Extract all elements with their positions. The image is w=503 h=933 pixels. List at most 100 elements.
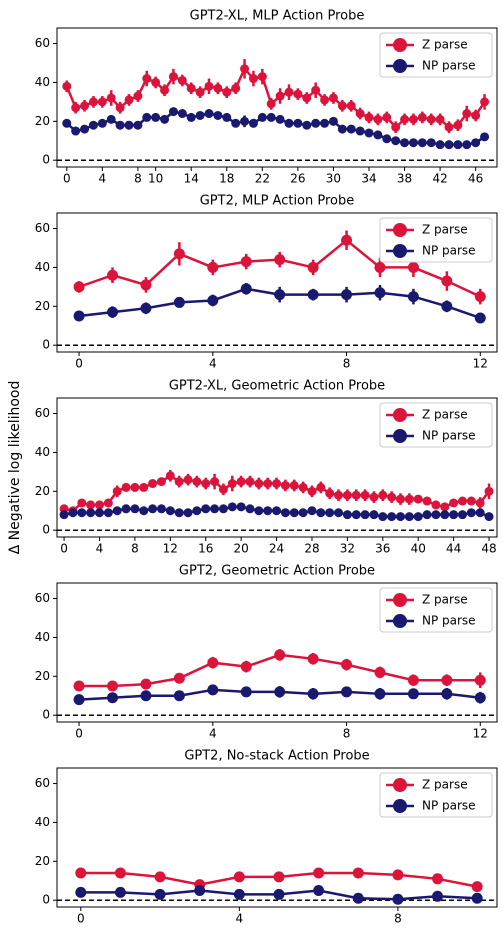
point [360,490,370,500]
point [284,87,294,97]
x-tick-label: 48 [481,542,496,556]
plot-frame [56,212,498,353]
legend-label: NP parse [422,799,476,813]
x-tick-label: 12 [163,542,178,556]
point [160,85,170,95]
point [475,498,485,508]
point [210,477,220,487]
point [263,479,273,489]
point [75,886,87,898]
point [121,482,131,492]
x-tick-label: 4 [209,727,217,741]
point [248,118,258,128]
point [183,475,193,485]
point [440,510,450,520]
point [245,504,255,514]
point [140,678,152,690]
point [432,873,444,885]
y-tick-label: 0 [42,153,50,167]
x-tick-label: 40 [411,542,426,556]
point [62,81,72,91]
point [307,653,319,665]
point [440,502,450,512]
point [231,83,241,93]
point [289,508,299,518]
legend-label: NP parse [422,59,476,73]
point [275,114,285,124]
point [474,291,486,303]
point [195,87,205,97]
point [139,482,149,492]
y-tick-label: 60 [35,591,50,605]
legend-marker [393,614,407,628]
point [73,310,85,322]
point [257,112,267,122]
point [107,269,119,281]
point [204,109,214,119]
point [114,867,126,879]
point [274,289,286,301]
point [173,672,185,684]
point [474,312,486,324]
point [400,138,410,148]
x-tick-label: 34 [361,172,376,186]
point [302,93,312,103]
point [236,477,246,487]
x-tick-label: 32 [340,542,355,556]
y-axis-label: Δ Negative log likelihood [7,381,23,555]
chart-title: GPT2, No-stack Action Probe [184,749,369,764]
point [320,95,330,105]
x-tick-label: 18 [219,172,234,186]
point [417,138,427,148]
point [404,512,414,522]
plot-frame [56,27,498,168]
point [471,892,483,904]
point [431,500,441,510]
point [441,688,453,700]
point [426,138,436,148]
point [218,484,228,494]
x-tick-label: 0 [77,912,85,926]
point [435,114,445,124]
point [201,479,211,489]
point [156,504,166,514]
chart-title: GPT2-XL, Geometric Action Probe [169,379,385,394]
point [240,256,252,268]
point [441,300,453,312]
point [112,506,122,516]
y-tick-label: 0 [42,523,50,537]
point [201,504,211,514]
point [73,680,85,692]
point [263,506,273,516]
point [254,479,264,489]
point [73,694,85,706]
x-tick-label: 38 [397,172,412,186]
point [449,498,459,508]
x-tick-label: 4 [96,542,104,556]
point [422,496,432,506]
point [71,126,81,136]
point [148,504,158,514]
point [183,508,193,518]
point [165,506,175,516]
point [107,692,119,704]
point [77,498,87,508]
point [75,867,87,879]
point [408,138,418,148]
point [173,296,185,308]
point [103,508,113,518]
point [369,510,379,520]
point [257,72,267,82]
point [207,684,219,696]
x-tick-label: 42 [432,172,447,186]
point [417,112,427,122]
point [240,64,250,74]
point [293,89,303,99]
point [240,686,252,698]
point [422,510,432,520]
x-tick-label: 0 [75,727,83,741]
point [233,871,245,883]
point [337,101,347,111]
point [222,87,232,97]
point [374,287,386,299]
